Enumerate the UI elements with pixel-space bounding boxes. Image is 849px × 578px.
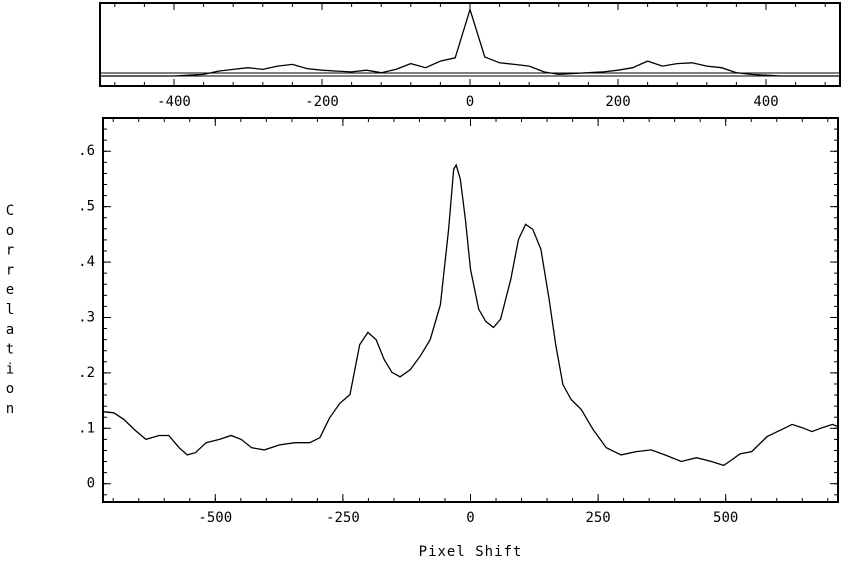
x-tick-label: 250 <box>585 510 610 526</box>
y-tick-label: .5 <box>78 199 95 215</box>
y-tick-label: .3 <box>78 309 95 325</box>
y-tick-label: .1 <box>78 420 95 436</box>
x-tick-label: -500 <box>198 510 232 526</box>
y-tick-label: .6 <box>78 143 95 159</box>
y-tick-label: .2 <box>78 365 95 381</box>
x-tick-label: -250 <box>326 510 360 526</box>
plot-frame <box>102 117 839 503</box>
data-line <box>100 7 840 77</box>
x-tick-label: 400 <box>753 94 778 110</box>
x-axis-title: Pixel Shift <box>419 544 523 560</box>
x-tick-label: -400 <box>157 94 191 110</box>
x-tick-label: 500 <box>713 510 738 526</box>
x-tick-label: 0 <box>466 510 474 526</box>
data-line <box>102 163 839 467</box>
x-tick-label: 200 <box>605 94 630 110</box>
x-tick-label: -200 <box>305 94 339 110</box>
x-tick-label: 0 <box>466 94 474 110</box>
plot-frame <box>99 2 841 87</box>
y-tick-label: .4 <box>78 254 95 270</box>
y-tick-label: 0 <box>87 476 95 492</box>
